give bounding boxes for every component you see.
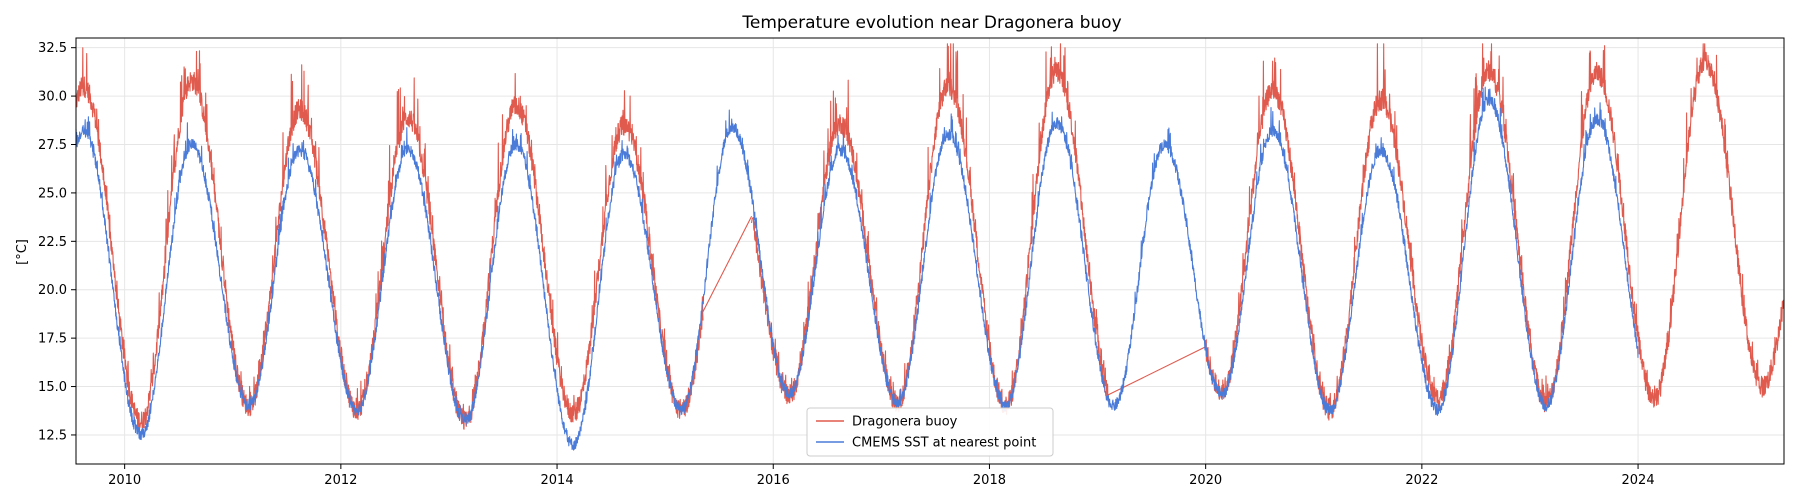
y-tick-label: 22.5 [38, 235, 67, 250]
x-tick-label: 2022 [1405, 473, 1438, 488]
legend-label-dragonera-buoy: Dragonera buoy [852, 415, 958, 430]
y-axis-label: [°C] [15, 239, 30, 265]
legend: Dragonera buoy CMEMS SST at nearest poin… [806, 407, 1054, 457]
series-line-dragonera-buoy [75, 43, 1785, 432]
grid-lines [76, 38, 1784, 464]
x-tick-label: 2012 [324, 473, 357, 488]
x-tick-label: 2018 [973, 473, 1006, 488]
plot-frame [75, 37, 1785, 465]
y-tick-label: 12.5 [38, 428, 67, 443]
x-tick-label: 2024 [1622, 473, 1655, 488]
series-lines [75, 43, 1785, 451]
x-tick-label: 2014 [541, 473, 574, 488]
x-tick-label: 2020 [1189, 473, 1222, 488]
y-tick-label: 30.0 [38, 90, 67, 105]
axes-ticks: 2010 2012 2014 2016 2018 2020 2022 2024 12.5 15.0… [38, 41, 1655, 488]
y-tick-label: 20.0 [38, 283, 67, 298]
y-tick-label: 17.5 [38, 332, 67, 347]
series-line-cmems-sst [75, 86, 1639, 451]
y-tick-label: 27.5 [38, 138, 67, 153]
x-tick-label: 2010 [108, 473, 141, 488]
x-tick-label: 2016 [757, 473, 790, 488]
chart-title: Temperature evolution near Dragonera buo… [741, 13, 1121, 33]
y-tick-label: 15.0 [38, 380, 67, 395]
y-tick-label: 32.5 [38, 41, 67, 56]
legend-label-cmems-sst: CMEMS SST at nearest point [852, 436, 1036, 451]
legend-box [806, 407, 1054, 457]
y-tick-label: 25.0 [38, 186, 67, 201]
